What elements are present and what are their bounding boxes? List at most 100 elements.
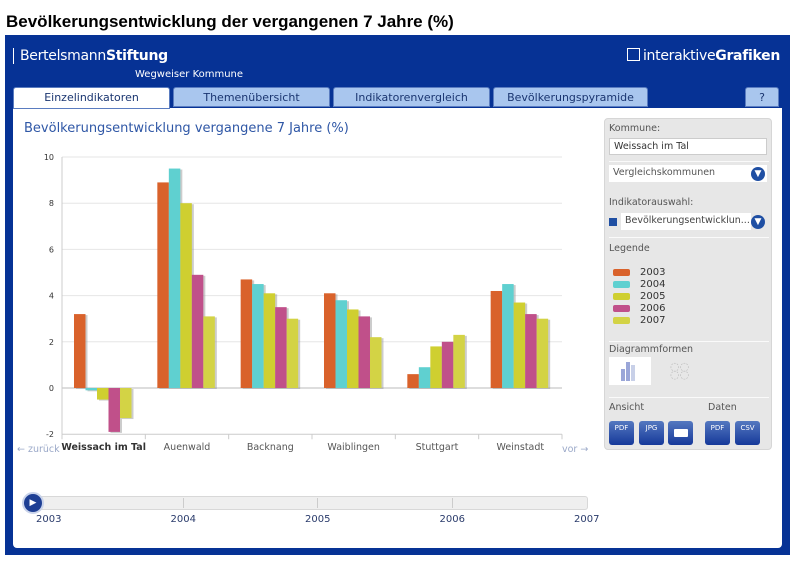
jpg-view-button[interactable]: JPG [639,421,664,445]
tab-einzelindikatoren[interactable]: Einzelindikatoren [13,87,170,109]
bubble-chart-type-icon[interactable]: ◌◌ ◌◌ [670,360,690,381]
timeline-track[interactable] [30,496,588,510]
legend-label: 2007 [640,315,666,326]
csv-data-button[interactable]: CSV [735,421,760,445]
legend-swatch [613,292,630,300]
bar [370,337,382,388]
bar [157,182,169,388]
page-title: Bevölkerungsentwicklung der vergangenen … [6,12,454,31]
timeline-tick [317,498,318,508]
bar [430,346,442,388]
legend-label: 2005 [640,291,666,302]
bar [335,300,347,388]
timeline-year-label[interactable]: 2007 [574,514,600,525]
bar [120,388,132,419]
bar [191,274,204,388]
legend-label: Legende [609,243,650,254]
ansicht-label: Ansicht [609,402,645,413]
bar [453,334,465,388]
bar [418,367,431,388]
product-light: interaktive [642,48,716,64]
printer-icon [673,429,688,437]
legend-swatch [613,280,630,288]
chart-title: Bevölkerungsentwicklung vergangene 7 Jah… [24,121,349,136]
legend-item: 2006 [613,303,665,314]
y-tick-label: 8 [49,199,54,208]
legend-label: 2004 [640,279,666,290]
bar [263,293,276,388]
vergleichskommunen-select[interactable]: Vergleichskommunen [609,165,767,182]
print-button[interactable] [668,421,693,445]
bar [85,388,97,391]
bar-chart-type-icon[interactable] [609,357,651,385]
category-label: Weinstadt [497,442,545,453]
back-link[interactable]: ← zurück [17,444,60,455]
bar [252,284,264,388]
bar [275,307,287,388]
timeline-tick [451,498,453,508]
subtitle: Wegweiser Kommune [135,69,244,80]
legend-item: 2007 [613,315,665,326]
legend-label: 2006 [640,303,666,314]
bar [490,290,503,388]
legend-item: 2004 [613,279,665,290]
bar [97,388,109,400]
bar [324,293,336,388]
timeline-year-label[interactable]: 2004 [170,514,196,525]
y-tick-label: 2 [49,338,54,347]
play-button[interactable]: ▶ [22,492,44,514]
bar [203,316,215,388]
daten-label: Daten [708,402,737,413]
bar [168,168,181,388]
timeline-year-label[interactable]: 2003 [36,514,62,525]
pdf-view-button[interactable]: PDF [609,421,634,445]
bar [347,309,359,388]
bar [108,388,120,432]
brand-bold: Stiftung [105,48,168,64]
tab-bevoelkerungspyramide[interactable]: Bevölkerungspyramide [493,87,648,107]
product-logo: interaktiveGrafiken [626,48,780,64]
help-button[interactable]: ? [745,87,779,107]
info-icon[interactable] [609,218,617,226]
bar [441,341,454,388]
y-tick-label: -2 [46,430,54,439]
bar [240,279,253,388]
y-tick-label: 0 [49,384,54,393]
category-label: Stuttgart [416,442,459,453]
legend-swatch [613,304,630,312]
bar [513,302,526,388]
indikator-label: Indikatorauswahl: [609,197,694,208]
category-label: Backnang [247,442,294,453]
chevron-down-icon[interactable]: ▼ [751,215,765,229]
bar [536,318,549,388]
chart-logo-icon [626,48,640,61]
category-label: Auenwald [164,442,211,453]
bar [286,318,299,388]
pdf-data-button[interactable]: PDF [705,421,730,445]
bar [74,314,86,388]
legend-swatch [613,316,630,324]
bar [502,284,514,388]
bar [358,316,370,388]
timeline-year-label[interactable]: 2005 [305,514,331,525]
sidebar: Kommune: Weissach im Tal Vergleichskommu… [604,118,772,450]
tab-indikatorenvergleich[interactable]: Indikatorenvergleich [333,87,490,107]
bar [407,374,419,388]
y-tick-label: 10 [44,153,54,162]
product-bold: Grafiken [715,48,780,64]
timeline-tick [182,498,184,508]
legend-item: 2003 [613,267,665,278]
kommune-input[interactable]: Weissach im Tal [609,138,767,155]
timeline-year-label[interactable]: 2006 [439,514,465,525]
bar [525,314,537,388]
legend-label: 2003 [640,267,666,278]
chevron-down-icon[interactable]: ▼ [751,167,765,181]
brand-logo: BertelsmannStiftung [13,48,168,64]
indikator-select[interactable]: Bevölkerungsentwicklun... [621,213,751,230]
kommune-label: Kommune: [609,123,661,134]
y-tick-label: 4 [49,292,54,301]
legend-swatch [613,268,630,276]
forward-link[interactable]: vor → [562,444,589,455]
tab-themenuebersicht[interactable]: Themenübersicht [173,87,330,107]
